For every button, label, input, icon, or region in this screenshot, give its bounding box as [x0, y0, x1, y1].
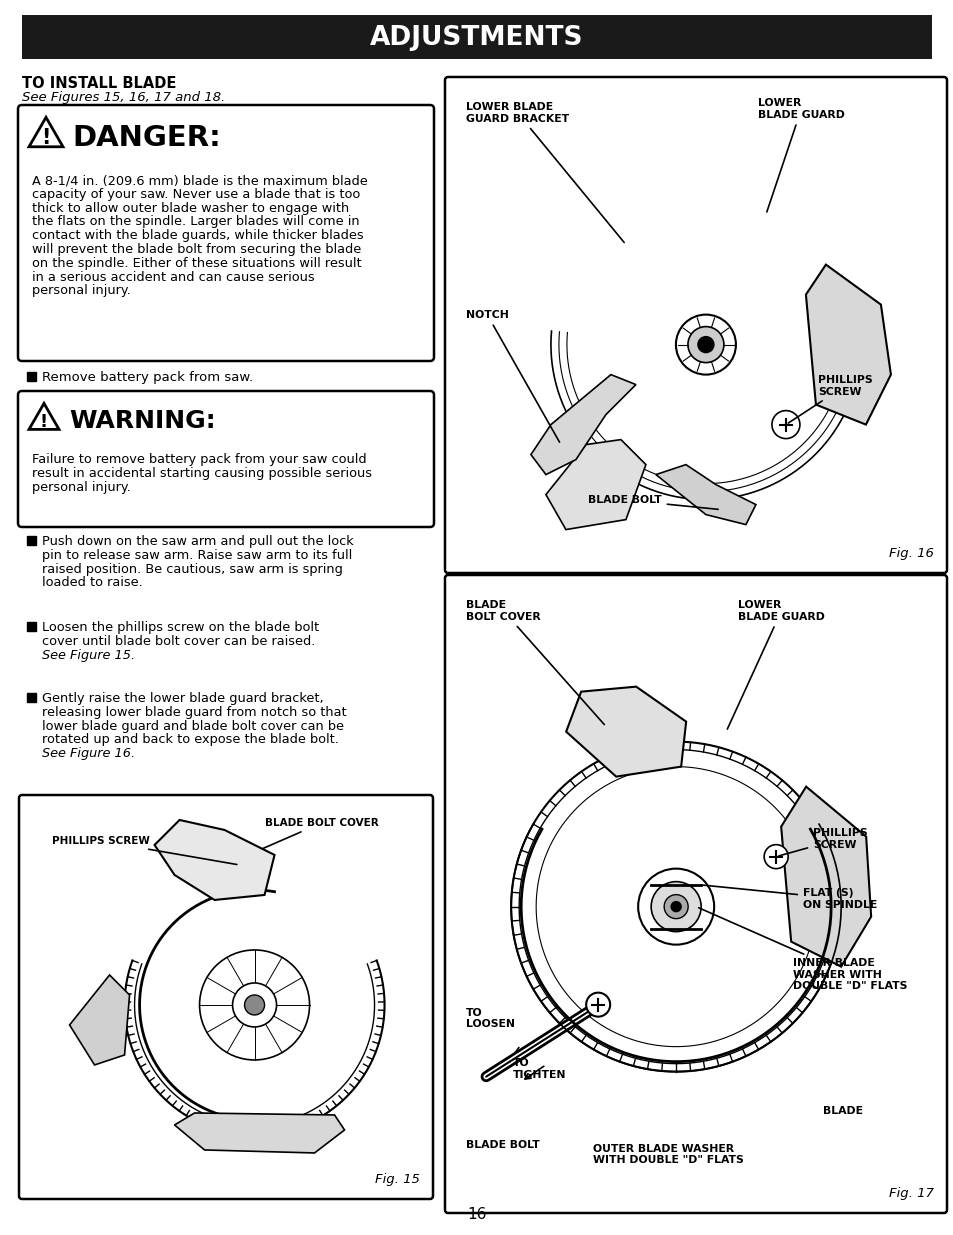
Text: loaded to raise.: loaded to raise. — [42, 577, 143, 589]
Text: INNER BLADE
WASHER WITH
DOUBLE "D" FLATS: INNER BLADE WASHER WITH DOUBLE "D" FLATS — [698, 908, 906, 992]
Text: rotated up and back to expose the blade bolt.: rotated up and back to expose the blade … — [42, 734, 338, 746]
Bar — [27, 693, 36, 701]
Text: See Figures 15, 16, 17 and 18.: See Figures 15, 16, 17 and 18. — [22, 91, 225, 104]
FancyBboxPatch shape — [444, 77, 946, 573]
Text: Loosen the phillips screw on the blade bolt: Loosen the phillips screw on the blade b… — [42, 621, 319, 634]
Text: LOWER
BLADE GUARD: LOWER BLADE GUARD — [726, 600, 824, 729]
Text: personal injury.: personal injury. — [32, 480, 131, 494]
FancyBboxPatch shape — [18, 105, 434, 361]
Text: PHILLIPS
SCREW: PHILLIPS SCREW — [787, 375, 872, 424]
Text: NOTCH: NOTCH — [465, 310, 559, 442]
Bar — [27, 372, 36, 382]
Polygon shape — [29, 404, 59, 430]
Text: See Figure 15.: See Figure 15. — [42, 648, 135, 662]
Polygon shape — [154, 820, 274, 900]
Circle shape — [771, 410, 799, 438]
Text: thick to allow outer blade washer to engage with: thick to allow outer blade washer to eng… — [32, 201, 349, 215]
Polygon shape — [565, 687, 685, 777]
Circle shape — [585, 993, 610, 1016]
Text: in a serious accident and can cause serious: in a serious accident and can cause seri… — [32, 270, 314, 284]
Text: the flats on the spindle. Larger blades will come in: the flats on the spindle. Larger blades … — [32, 215, 359, 228]
Text: PHILLIPS SCREW: PHILLIPS SCREW — [52, 836, 236, 864]
Text: LOWER BLADE
GUARD BRACKET: LOWER BLADE GUARD BRACKET — [465, 103, 623, 242]
Circle shape — [244, 995, 264, 1015]
Bar — [27, 622, 36, 631]
Circle shape — [676, 315, 735, 374]
Text: will prevent the blade bolt from securing the blade: will prevent the blade bolt from securin… — [32, 243, 361, 256]
Text: BLADE BOLT: BLADE BOLT — [465, 1140, 539, 1151]
Text: on the spindle. Either of these situations will result: on the spindle. Either of these situatio… — [32, 257, 361, 269]
Text: DANGER:: DANGER: — [71, 124, 220, 152]
Circle shape — [663, 894, 687, 919]
Text: BLADE
BOLT COVER: BLADE BOLT COVER — [465, 600, 603, 725]
Text: capacity of your saw. Never use a blade that is too: capacity of your saw. Never use a blade … — [32, 188, 360, 201]
Text: Fig. 17: Fig. 17 — [888, 1187, 933, 1200]
Polygon shape — [805, 264, 890, 425]
Text: raised position. Be cautious, saw arm is spring: raised position. Be cautious, saw arm is… — [42, 563, 342, 576]
Polygon shape — [70, 974, 130, 1065]
Text: See Figure 16.: See Figure 16. — [42, 747, 135, 761]
Text: contact with the blade guards, while thicker blades: contact with the blade guards, while thi… — [32, 230, 363, 242]
Text: Push down on the saw arm and pull out the lock: Push down on the saw arm and pull out th… — [42, 535, 354, 548]
Text: cover until blade bolt cover can be raised.: cover until blade bolt cover can be rais… — [42, 635, 315, 648]
Text: BLADE BOLT: BLADE BOLT — [587, 495, 718, 509]
Text: TO
TIGHTEN: TO TIGHTEN — [513, 1058, 566, 1079]
FancyBboxPatch shape — [444, 576, 946, 1213]
Text: WARNING:: WARNING: — [69, 409, 215, 433]
Circle shape — [651, 882, 700, 931]
Text: TO
LOOSEN: TO LOOSEN — [465, 1008, 515, 1029]
Text: lower blade guard and blade bolt cover can be: lower blade guard and blade bolt cover c… — [42, 720, 344, 732]
Text: BLADE: BLADE — [822, 1105, 862, 1115]
Text: ADJUSTMENTS: ADJUSTMENTS — [370, 25, 583, 51]
Text: pin to release saw arm. Raise saw arm to its full: pin to release saw arm. Raise saw arm to… — [42, 548, 352, 562]
Circle shape — [763, 845, 787, 868]
Text: FLAT (S)
ON SPINDLE: FLAT (S) ON SPINDLE — [700, 885, 877, 910]
Text: PHILLIPS
SCREW: PHILLIPS SCREW — [778, 827, 866, 856]
Polygon shape — [545, 440, 645, 530]
Text: Remove battery pack from saw.: Remove battery pack from saw. — [42, 370, 253, 384]
FancyBboxPatch shape — [19, 795, 433, 1199]
Text: Fig. 15: Fig. 15 — [375, 1173, 419, 1186]
Text: A 8-1/4 in. (209.6 mm) blade is the maximum blade: A 8-1/4 in. (209.6 mm) blade is the maxi… — [32, 174, 367, 186]
Text: Failure to remove battery pack from your saw could: Failure to remove battery pack from your… — [32, 453, 366, 466]
Circle shape — [199, 950, 309, 1060]
Text: 16: 16 — [467, 1207, 486, 1221]
Circle shape — [687, 326, 723, 363]
Text: !: ! — [41, 128, 51, 148]
Text: Fig. 16: Fig. 16 — [888, 547, 933, 559]
Text: OUTER BLADE WASHER
WITH DOUBLE "D" FLATS: OUTER BLADE WASHER WITH DOUBLE "D" FLATS — [593, 1144, 743, 1166]
Text: !: ! — [40, 412, 48, 431]
Polygon shape — [656, 464, 755, 525]
Circle shape — [698, 337, 713, 353]
FancyBboxPatch shape — [22, 15, 931, 59]
Circle shape — [638, 868, 714, 945]
Text: personal injury.: personal injury. — [32, 284, 131, 298]
Circle shape — [233, 983, 276, 1028]
Polygon shape — [781, 787, 870, 967]
Bar — [27, 536, 36, 545]
Polygon shape — [29, 117, 63, 147]
Polygon shape — [531, 374, 636, 474]
Text: releasing lower blade guard from notch so that: releasing lower blade guard from notch s… — [42, 705, 346, 719]
FancyBboxPatch shape — [18, 391, 434, 527]
Text: Gently raise the lower blade guard bracket,: Gently raise the lower blade guard brack… — [42, 692, 323, 705]
Circle shape — [671, 902, 680, 911]
Polygon shape — [174, 1113, 344, 1153]
Text: BLADE BOLT COVER: BLADE BOLT COVER — [262, 818, 378, 848]
Text: result in accidental starting causing possible serious: result in accidental starting causing po… — [32, 467, 372, 480]
Text: TO INSTALL BLADE: TO INSTALL BLADE — [22, 77, 176, 91]
Text: LOWER
BLADE GUARD: LOWER BLADE GUARD — [758, 98, 844, 212]
